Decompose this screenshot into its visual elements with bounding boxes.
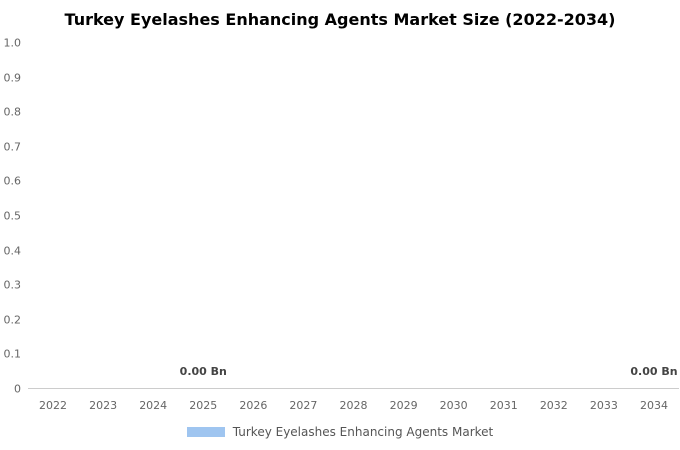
x-tick-label: 2024 [139, 399, 168, 412]
y-tick-label: 0.8 [3, 105, 22, 119]
x-tick-label: 2031 [489, 399, 518, 412]
bars [28, 43, 679, 388]
y-tick-label: 1.0 [3, 36, 22, 50]
y-tick-label: 0.2 [3, 313, 22, 327]
x-tick-label: 2028 [339, 399, 368, 412]
x-axis-labels: 2022 2023 2024 2025 2026 2027 2028 2029 2030 2031… [28, 399, 679, 412]
x-tick-label: 2023 [89, 399, 118, 412]
x-tick-label: 2034 [639, 399, 668, 412]
y-tick-label: 0.7 [3, 140, 22, 154]
y-tick-label: 0.9 [3, 71, 22, 85]
x-tick-label: 2026 [239, 399, 268, 412]
x-tick-label: 2025 [189, 399, 218, 412]
y-tick-label: 0.4 [3, 244, 22, 258]
x-tick-label: 2033 [589, 399, 618, 412]
legend-swatch [186, 427, 225, 437]
chart-title: Turkey Eyelashes Enhancing Agents Market… [64, 10, 616, 29]
y-tick-label: 0 [14, 382, 21, 396]
x-tick-label: 2032 [539, 399, 568, 412]
legend-label: Turkey Eyelashes Enhancing Agents Market [232, 425, 494, 439]
plot-area: 0.00 Bn 0.00 Bn [28, 43, 679, 389]
legend[interactable]: Turkey Eyelashes Enhancing Agents Market [0, 425, 680, 439]
x-tick-label: 2022 [39, 399, 68, 412]
y-tick-label: 0.3 [3, 278, 22, 292]
y-tick-label: 0.1 [3, 347, 22, 361]
x-tick-label: 2029 [389, 399, 418, 412]
y-tick-label: 0.6 [3, 174, 22, 188]
x-tick-label: 2030 [439, 399, 468, 412]
y-axis: 1.0 0.9 0.8 0.7 0.6 0.5 0.4 0.3 0.2 0.1 0 [0, 37, 25, 396]
y-tick-label: 0.5 [3, 209, 22, 223]
x-tick-label: 2027 [289, 399, 318, 412]
